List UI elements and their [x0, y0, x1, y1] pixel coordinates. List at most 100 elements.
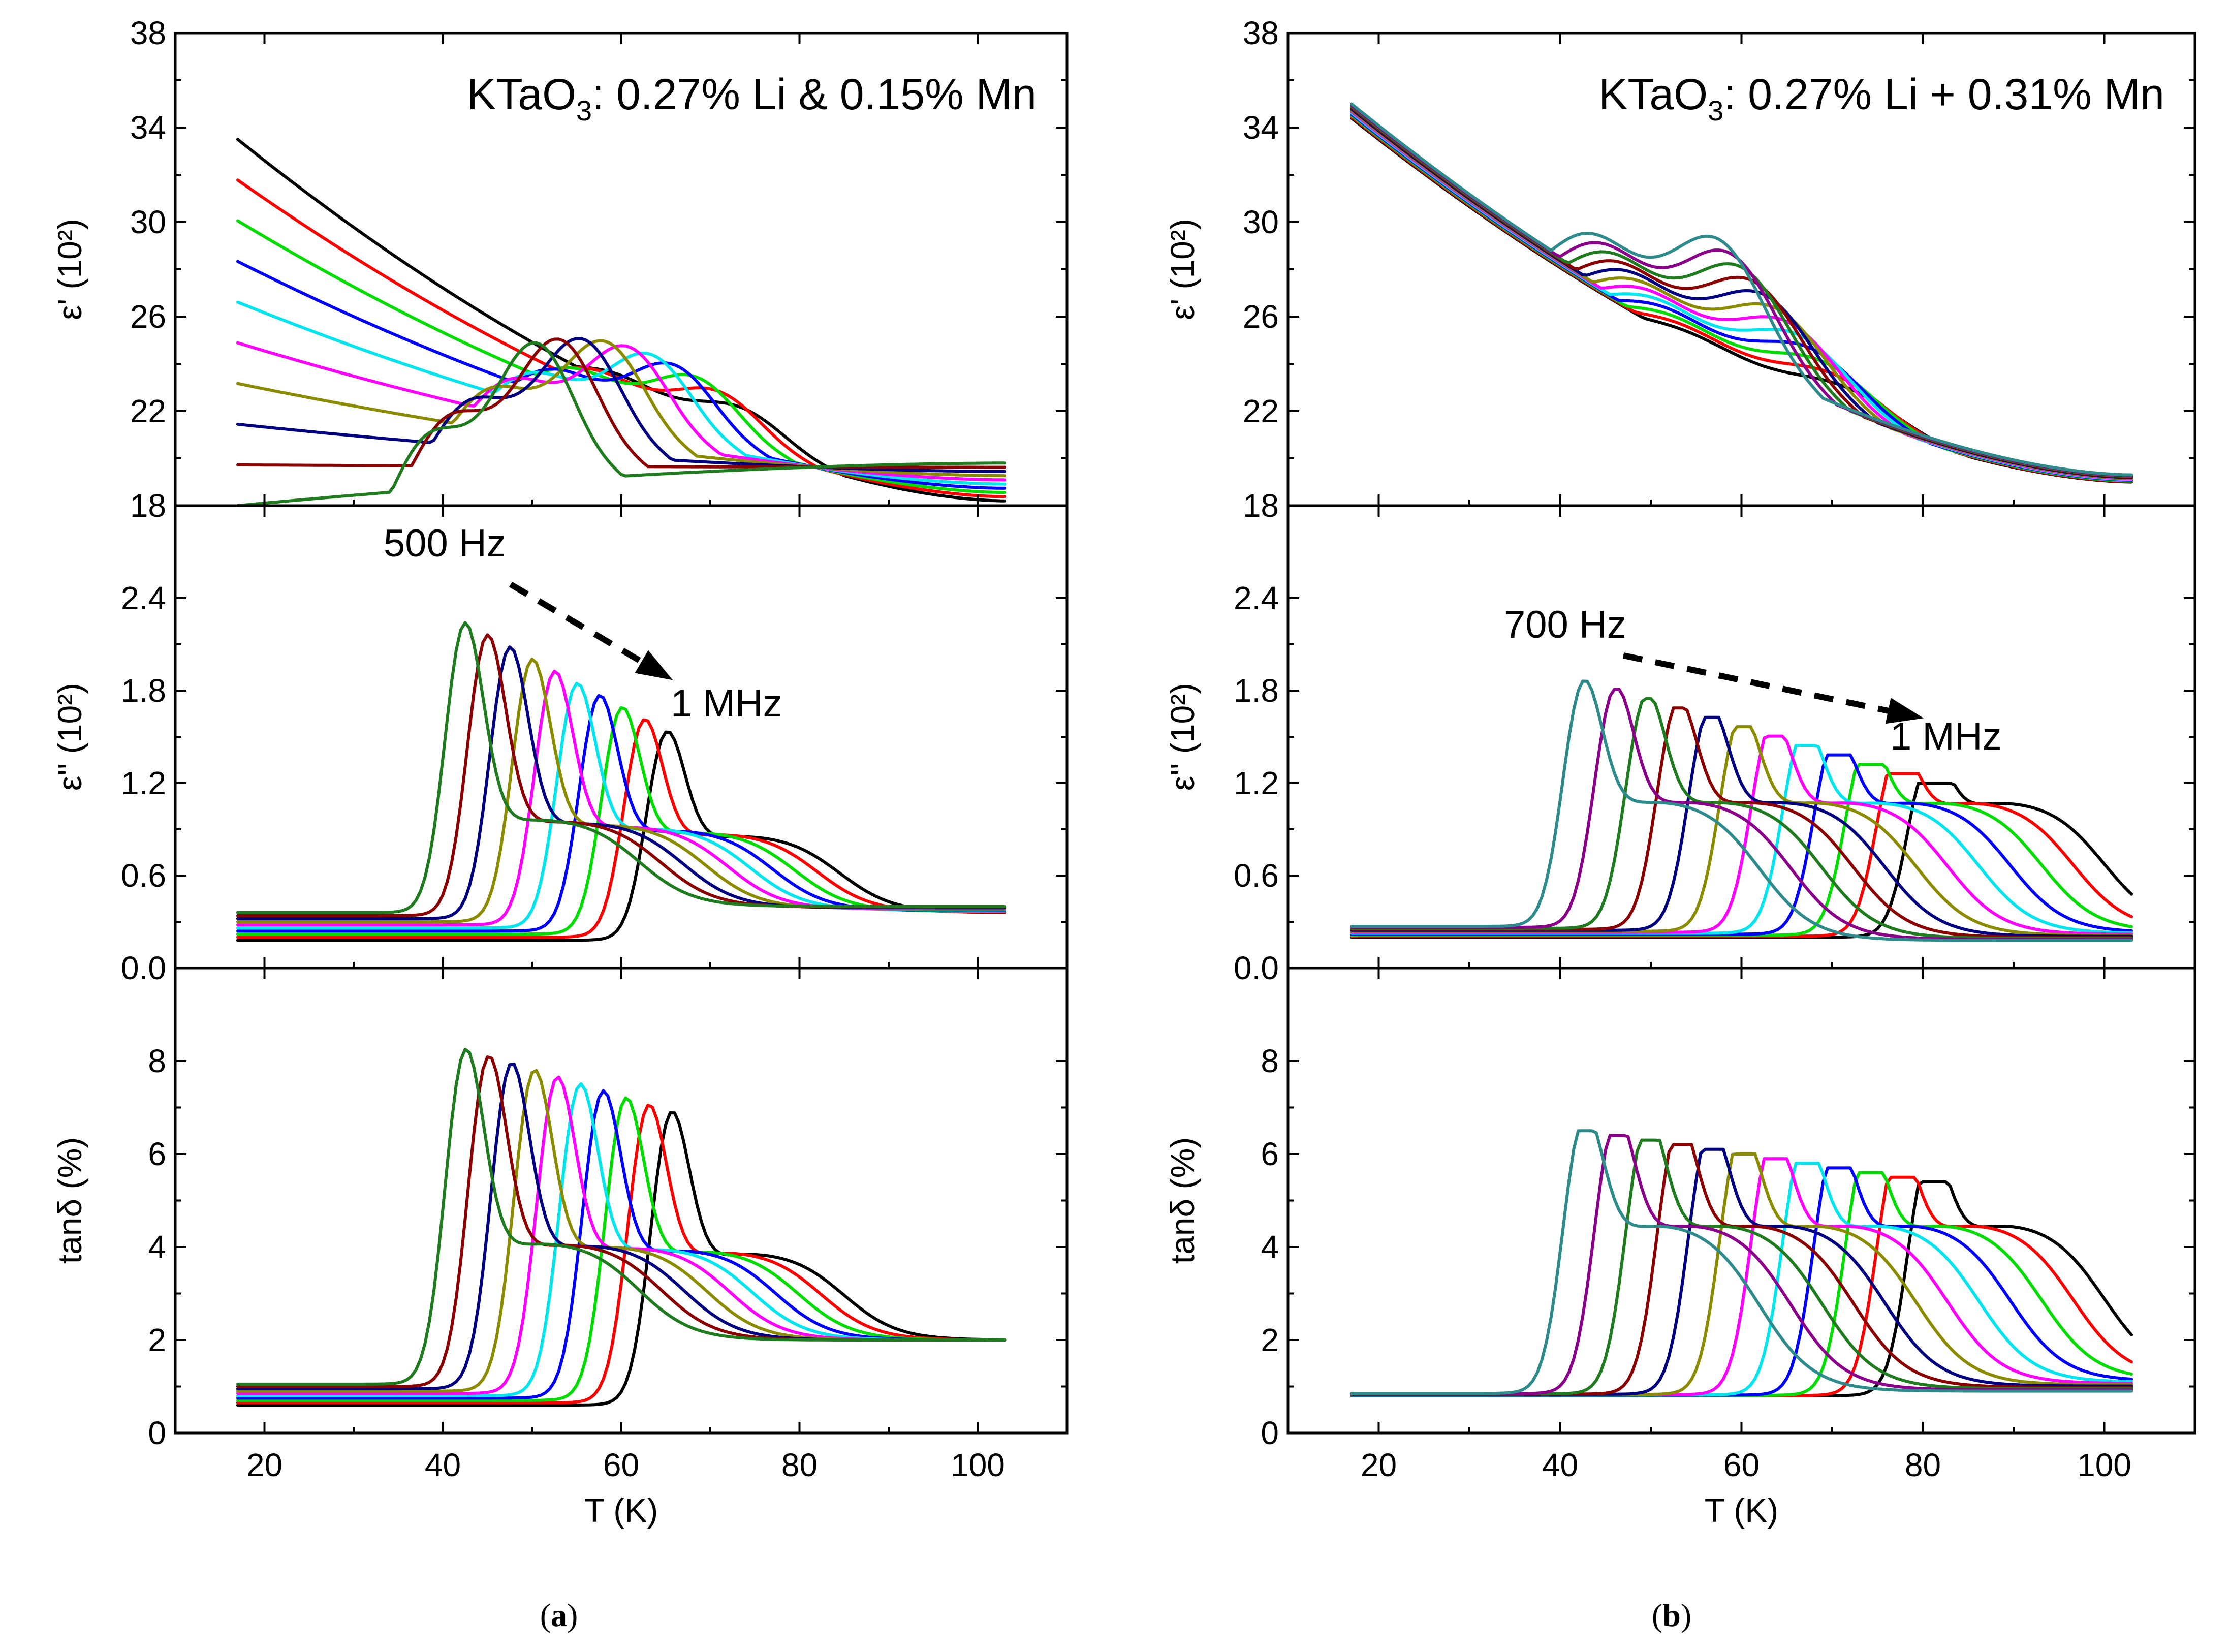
y-tick-label: 8 [148, 1043, 166, 1079]
x-tick-label: 80 [781, 1447, 818, 1483]
panel-label-close: ) [567, 1597, 578, 1633]
panel-label-open: ( [1652, 1597, 1662, 1633]
series-line [236, 1111, 1007, 1407]
y-tick-label: 1.8 [121, 672, 166, 709]
series-line [1349, 112, 2133, 482]
formula-suffix: : 0.27% Li & 0.15% Mn [592, 70, 1037, 119]
series-line [236, 300, 1007, 486]
formula-suffix: : 0.27% Li + 0.31% Mn [1723, 70, 2164, 119]
series-line [1349, 1175, 2133, 1397]
series-line [236, 658, 1007, 923]
x-tick-label: 40 [1542, 1447, 1578, 1483]
y-tick-label: 22 [130, 393, 166, 429]
x-tick-label: 20 [1361, 1447, 1397, 1483]
series-line [236, 730, 1007, 942]
y-tick-label: 0 [1261, 1415, 1279, 1451]
subplot-a-2: 0.0 0.6 1.2 1.8 2.4 ε'' (10²) [51, 504, 1069, 986]
series-line [236, 1069, 1007, 1393]
series-line [236, 645, 1007, 920]
series-line [236, 681, 1007, 930]
series-line [1349, 679, 2133, 942]
y-tick-label: 0.0 [121, 950, 166, 986]
x-tick-label: 80 [1905, 1447, 1941, 1483]
arrow-head [635, 650, 673, 680]
series-line [1349, 116, 2133, 484]
series-line [1349, 1180, 2133, 1397]
subplot-b-1: 18 22 26 30 34 38 ε' (10²) [1164, 15, 2196, 524]
formula-subscript: 3 [576, 95, 592, 127]
series-line [236, 694, 1007, 933]
y-tick-label: 26 [1243, 298, 1279, 335]
y-tick-label: 6 [1261, 1136, 1279, 1172]
series-line [1349, 1166, 2133, 1397]
series-line [236, 633, 1007, 917]
y-tick-label: 0.0 [1234, 950, 1279, 986]
plot-frame [174, 504, 1069, 970]
formula-prefix: KTaO [467, 70, 576, 119]
x-tick-label: 60 [603, 1447, 639, 1483]
series-group [1349, 1129, 2133, 1397]
series-line [236, 341, 1007, 507]
series-line [236, 1082, 1007, 1397]
sample-title: KTaO3: 0.27% Li & 0.15% Mn [467, 70, 1037, 127]
series-line [1349, 102, 2133, 477]
y-tick-label: 18 [1243, 487, 1279, 524]
y-tick-label: 4 [148, 1229, 166, 1265]
y-axis-title: ε' (10²) [51, 219, 88, 320]
y-tick-label: 34 [1243, 109, 1279, 146]
series-line [1349, 109, 2133, 480]
y-tick-label: 1.2 [121, 765, 166, 801]
series-group [236, 621, 1007, 942]
y-axis-title: ε'' (10²) [1164, 683, 1201, 791]
series-line [1349, 744, 2133, 935]
series-line [236, 1089, 1007, 1400]
x-tick-label: 100 [2077, 1447, 2131, 1483]
x-axis-title: T (K) [1705, 1491, 1778, 1529]
subplot-b-3: 0 2 4 6 8 tanδ (%) [1164, 967, 2196, 1451]
plot-frame [174, 967, 1069, 1435]
y-axis-title: tanδ (%) [1164, 1137, 1201, 1264]
sample-title: KTaO3: 0.27% Li + 0.31% Mn [1598, 70, 2164, 127]
x-tick-label: 60 [1723, 1447, 1760, 1483]
panel-label-letter: b [1662, 1597, 1681, 1633]
series-line [236, 339, 1007, 478]
arrow-head [1885, 698, 1924, 724]
frequency-arrow-annotation: 700 Hz 1 MHz [1504, 603, 2002, 758]
formula-prefix: KTaO [1598, 70, 1708, 119]
frequency-arrow-annotation: 500 Hz 1 MHz [384, 522, 782, 725]
series-line [236, 1048, 1007, 1386]
series-line [1349, 763, 2133, 937]
panel-label: (a) [540, 1597, 578, 1633]
x-tick-label: 20 [246, 1447, 282, 1483]
y-tick-label: 2 [148, 1322, 166, 1358]
series-line [236, 1075, 1007, 1395]
y-tick-label: 4 [1261, 1229, 1279, 1265]
x-axis-title: T (K) [584, 1491, 658, 1529]
y-axis-title: ε'' (10²) [51, 683, 88, 791]
series-group [1349, 679, 2133, 942]
series-line [236, 337, 1007, 469]
y-tick-label: 1.8 [1234, 672, 1279, 709]
annotation-end-frequency: 1 MHz [671, 682, 782, 725]
series-line [236, 138, 1007, 503]
plot-frame [1286, 504, 2196, 970]
annotation-start-frequency: 700 Hz [1504, 603, 1626, 646]
y-tick-label: 18 [130, 487, 166, 524]
y-tick-label: 22 [1243, 393, 1279, 429]
y-tick-label: 6 [148, 1136, 166, 1172]
series-line [236, 260, 1007, 490]
series-line [1349, 111, 2133, 481]
annotation-start-frequency: 500 Hz [384, 522, 506, 565]
y-tick-label: 26 [130, 298, 166, 335]
series-line [1349, 1143, 2133, 1396]
series-line [1349, 1152, 2133, 1396]
x-tick-label: 40 [425, 1447, 461, 1483]
series-group [236, 1048, 1007, 1407]
x-tick-label: 100 [951, 1447, 1005, 1483]
y-tick-label: 38 [130, 15, 166, 51]
series-line [1349, 1147, 2133, 1396]
y-tick-label: 2.4 [1234, 580, 1279, 616]
panel-label-close: ) [1681, 1597, 1691, 1633]
